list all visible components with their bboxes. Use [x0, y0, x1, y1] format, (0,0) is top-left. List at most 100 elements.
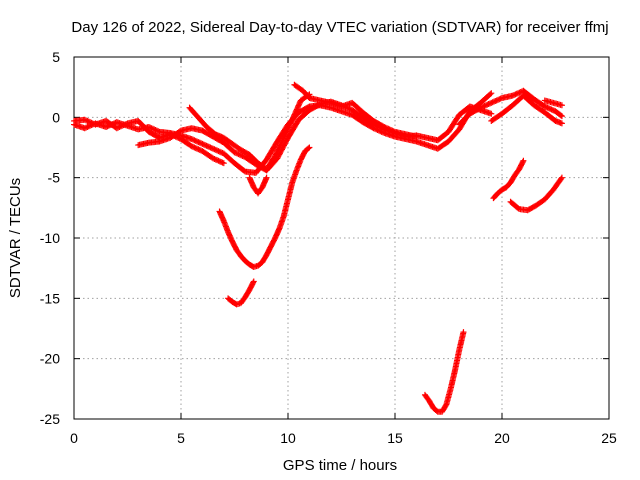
- data-point: [383, 125, 390, 132]
- data-point: [208, 145, 215, 152]
- data-point: [484, 101, 491, 108]
- data-point: [196, 139, 203, 146]
- y-tick-label: -25: [40, 411, 60, 427]
- grid: [74, 57, 609, 419]
- data-point: [83, 117, 90, 124]
- data-point: [306, 144, 313, 151]
- data-point: [513, 90, 520, 97]
- data-point: [192, 145, 199, 152]
- data-point: [215, 148, 222, 155]
- data-point: [149, 125, 156, 132]
- data-point: [212, 156, 219, 163]
- data-point: [190, 136, 197, 143]
- data-point: [236, 151, 243, 158]
- data-point: [191, 144, 198, 151]
- data-point: [84, 117, 91, 124]
- data-point: [103, 123, 110, 130]
- chart-title: Day 126 of 2022, Sidereal Day-to-day VTE…: [71, 19, 608, 36]
- data-point: [487, 91, 494, 98]
- data-point: [88, 119, 95, 126]
- y-tick-label: -20: [40, 351, 60, 367]
- data-point: [198, 140, 205, 147]
- data-point: [211, 155, 218, 162]
- data-point: [89, 120, 96, 127]
- data-point: [558, 120, 565, 127]
- data-point: [155, 128, 162, 135]
- data-point: [238, 152, 245, 159]
- data-point: [520, 157, 527, 164]
- data-point: [544, 104, 551, 111]
- data-point: [85, 118, 92, 125]
- data-point: [239, 152, 246, 159]
- data-point: [152, 127, 159, 134]
- data-point: [202, 142, 209, 149]
- data-point: [215, 157, 222, 164]
- data-point: [477, 104, 484, 111]
- data-point: [512, 91, 519, 98]
- data-point: [381, 123, 388, 130]
- data-point: [382, 124, 389, 131]
- data-point: [250, 278, 257, 285]
- data-point: [203, 142, 210, 149]
- data-point: [204, 143, 211, 150]
- series-track-n: [507, 174, 565, 214]
- data-point: [488, 99, 495, 106]
- data-point: [214, 147, 221, 154]
- data-point: [490, 98, 497, 105]
- data-point: [214, 157, 221, 164]
- data-point: [195, 146, 202, 153]
- data-point: [509, 92, 516, 99]
- data-point: [549, 107, 556, 114]
- data-point: [389, 127, 396, 134]
- data-point: [190, 143, 197, 150]
- series-track-j: [216, 144, 313, 270]
- data-point: [547, 105, 554, 112]
- data-point: [220, 160, 227, 167]
- data-point: [519, 158, 526, 165]
- data-point: [84, 123, 91, 130]
- data-marks: [71, 81, 565, 415]
- data-point: [218, 158, 225, 165]
- data-point: [117, 123, 124, 130]
- data-point: [175, 134, 182, 141]
- data-point: [516, 89, 523, 96]
- data-point: [210, 155, 217, 162]
- data-point: [511, 92, 518, 99]
- data-point: [113, 125, 120, 132]
- series-track-k: [225, 278, 257, 308]
- data-point: [200, 141, 207, 148]
- data-point: [485, 101, 492, 108]
- y-tick-label: -10: [40, 230, 60, 246]
- x-axis-label: GPS time / hours: [283, 457, 397, 474]
- data-point: [346, 105, 353, 112]
- data-point: [494, 96, 501, 103]
- data-point: [460, 329, 467, 336]
- data-point: [196, 146, 203, 153]
- series-track-a: [71, 90, 495, 176]
- data-point: [250, 279, 257, 286]
- data-point: [123, 120, 130, 127]
- data-point: [385, 125, 392, 132]
- data-point: [188, 143, 195, 150]
- data-point: [541, 103, 548, 110]
- data-point: [153, 127, 160, 134]
- data-point: [81, 116, 88, 123]
- data-point: [557, 112, 564, 119]
- data-point: [442, 402, 449, 409]
- data-point: [263, 174, 270, 181]
- data-point: [231, 149, 238, 156]
- series-track-d: [186, 91, 313, 173]
- data-point: [188, 136, 195, 143]
- data-point: [191, 137, 198, 144]
- data-point: [478, 104, 485, 111]
- x-tick-label: 0: [70, 430, 78, 446]
- data-point: [480, 103, 487, 110]
- series-track-g: [456, 87, 565, 128]
- data-point: [486, 100, 493, 107]
- data-point: [195, 139, 202, 146]
- data-point: [558, 113, 565, 120]
- data-point: [234, 150, 241, 157]
- data-point: [413, 133, 420, 140]
- data-point: [548, 106, 555, 113]
